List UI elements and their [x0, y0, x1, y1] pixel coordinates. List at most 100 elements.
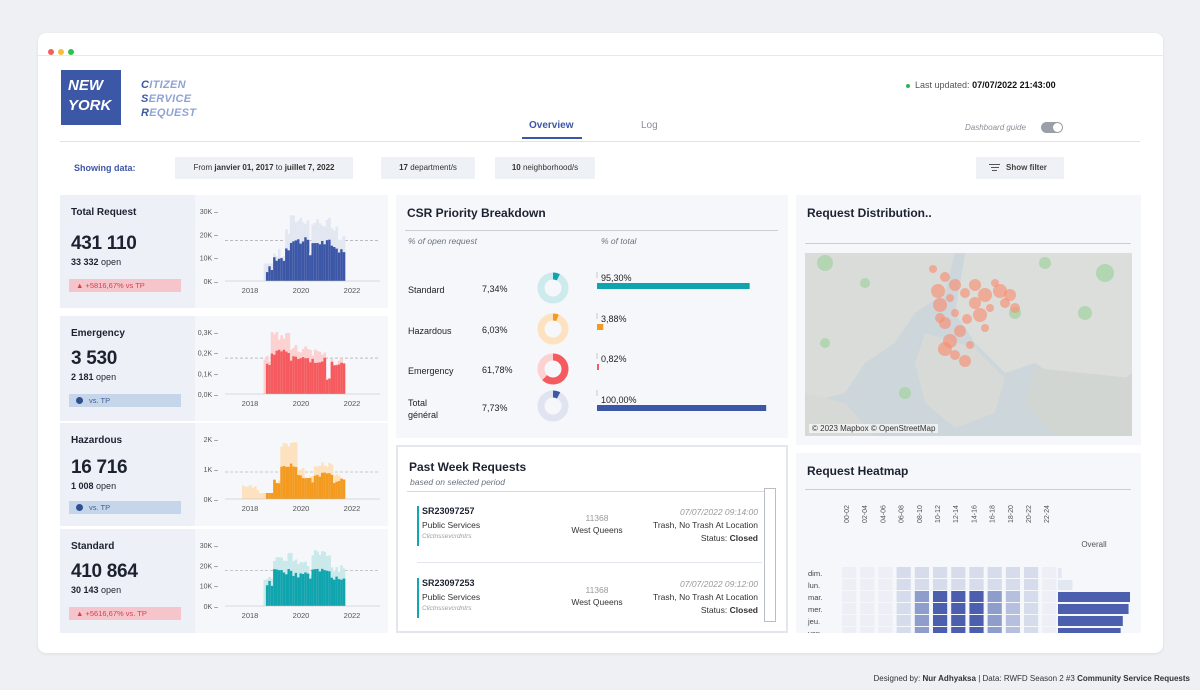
request-map[interactable]: © 2023 Mapbox © OpenStreetMap — [805, 253, 1132, 436]
day-label: ven. — [808, 629, 822, 633]
heat-cell — [842, 627, 857, 633]
panel-title: Past Week Requests — [409, 460, 527, 474]
heat-cell — [914, 627, 929, 633]
kpi-total-request[interactable]: Total Request 431 110 33 332 open ▲ +581… — [60, 195, 388, 308]
heat-cell — [860, 591, 875, 602]
close-dot-icon[interactable] — [48, 49, 54, 55]
heat-cell — [1024, 567, 1039, 578]
neighborhood-chip[interactable]: 10 neighborhood/s — [495, 157, 595, 179]
kpi-emergency[interactable]: Emergency 3 530 2 181 open vs. TP 0,3K –… — [60, 316, 388, 421]
bar-foreground — [304, 478, 307, 499]
tab-log[interactable]: Log — [641, 120, 658, 131]
kpi-hazardous[interactable]: Hazardous 16 716 1 008 open vs. TP 2K – 1… — [60, 423, 388, 526]
heat-cell — [860, 627, 875, 633]
bar-foreground — [318, 571, 322, 606]
bar-foreground — [337, 579, 341, 606]
tab-overview[interactable]: Overview — [522, 120, 582, 139]
bar-foreground — [306, 478, 310, 499]
park-area — [860, 278, 870, 288]
total-bar — [597, 364, 599, 370]
bar-foreground — [301, 241, 305, 281]
request-point — [962, 314, 972, 324]
logo-line-1: NEW — [68, 77, 103, 94]
park-area — [1096, 264, 1114, 282]
y-tick-label: 0K – — [204, 497, 219, 504]
bar-foreground — [301, 573, 305, 606]
bar-foreground — [311, 243, 315, 281]
bar-foreground — [321, 472, 324, 499]
y-tick-label: 0,1K – — [198, 371, 218, 378]
department-chip[interactable]: 17 department/s — [381, 157, 475, 179]
bar-foreground — [289, 463, 293, 499]
bar-foreground — [265, 493, 269, 499]
bar-foreground — [325, 240, 329, 281]
title-line-3: REQUEST — [141, 107, 197, 119]
bar-foreground — [313, 569, 317, 606]
hour-label: 00-02 — [844, 505, 851, 523]
bar-foreground — [294, 356, 298, 394]
request-point — [960, 288, 970, 298]
bar-foreground — [297, 239, 300, 281]
bar-foreground — [282, 572, 286, 606]
hour-label: 04-06 — [880, 505, 887, 523]
bar-foreground — [280, 466, 284, 499]
request-point — [949, 279, 961, 291]
date-range-chip[interactable]: From janvier 01, 2017 to juillet 7, 2022 — [175, 157, 353, 179]
request-point — [969, 297, 981, 309]
bar-foreground — [316, 568, 319, 606]
bar-foreground — [342, 252, 346, 281]
bar-foreground — [277, 483, 281, 499]
priority-total-pct: 0,82% — [601, 354, 627, 364]
heat-cell — [860, 615, 875, 626]
kpi-chart-emergency: 0,3K – 0,2K – 0,1K – 0,0K – 2018 2020 2022 — [198, 330, 380, 408]
heat-cell — [1042, 615, 1057, 626]
request-point — [991, 279, 999, 287]
column-label-open: % of open request — [408, 236, 477, 246]
minimize-dot-icon[interactable] — [58, 49, 64, 55]
x-tick-label: 2020 — [293, 504, 310, 513]
request-category: Public Services — [422, 520, 481, 530]
day-label: lun. — [808, 581, 820, 590]
request-row[interactable]: SR23097257 Public Services Clictnssevcrd… — [417, 506, 762, 558]
request-row[interactable]: SR23097253 Public Services Clictnssevcrd… — [417, 578, 762, 630]
request-point — [929, 265, 937, 273]
circle-icon — [76, 504, 83, 511]
heat-cell — [1042, 627, 1057, 633]
bar-foreground — [318, 476, 322, 499]
heat-cell — [1024, 591, 1039, 602]
x-tick-label: 2020 — [293, 286, 310, 295]
request-status: Status: Closed — [700, 533, 758, 543]
y-tick-label: 20K – — [200, 232, 218, 239]
column-label-total: % of total — [601, 236, 637, 246]
bar-foreground — [270, 493, 274, 499]
request-area: West Queens — [571, 597, 623, 607]
heat-cell — [878, 579, 893, 590]
bar-foreground — [340, 249, 343, 281]
kpi-open: 1 008 open — [71, 481, 117, 491]
bar-foreground — [297, 577, 300, 606]
heat-cell — [1024, 603, 1039, 614]
request-point — [950, 350, 960, 360]
bar-foreground — [285, 351, 288, 394]
dashboard-guide-toggle[interactable] — [1041, 122, 1063, 133]
request-point — [973, 308, 987, 322]
bar-foreground — [335, 365, 339, 394]
show-filter-button[interactable]: Show filter — [976, 157, 1064, 179]
maximize-dot-icon[interactable] — [68, 49, 74, 55]
bar-foreground — [318, 362, 322, 394]
request-id: SR23097253 — [422, 578, 475, 588]
park-area — [1078, 306, 1092, 320]
priority-graphics — [537, 272, 767, 422]
bar-foreground — [280, 570, 284, 606]
donut-value — [537, 390, 569, 422]
list-scrollbar[interactable] — [764, 488, 776, 622]
bar-foreground — [280, 258, 284, 281]
kpi-standard[interactable]: Standard 410 864 30 143 open ▲ +5616,67%… — [60, 529, 388, 633]
day-label: dim. — [808, 569, 822, 578]
request-point — [933, 298, 947, 312]
request-point — [1010, 303, 1020, 313]
priority-total-pct: 3,88% — [601, 314, 627, 324]
bar-foreground — [299, 573, 303, 606]
y-tick-label: 0,2K – — [198, 351, 218, 358]
kpi-badge: vs. TP — [69, 394, 181, 407]
